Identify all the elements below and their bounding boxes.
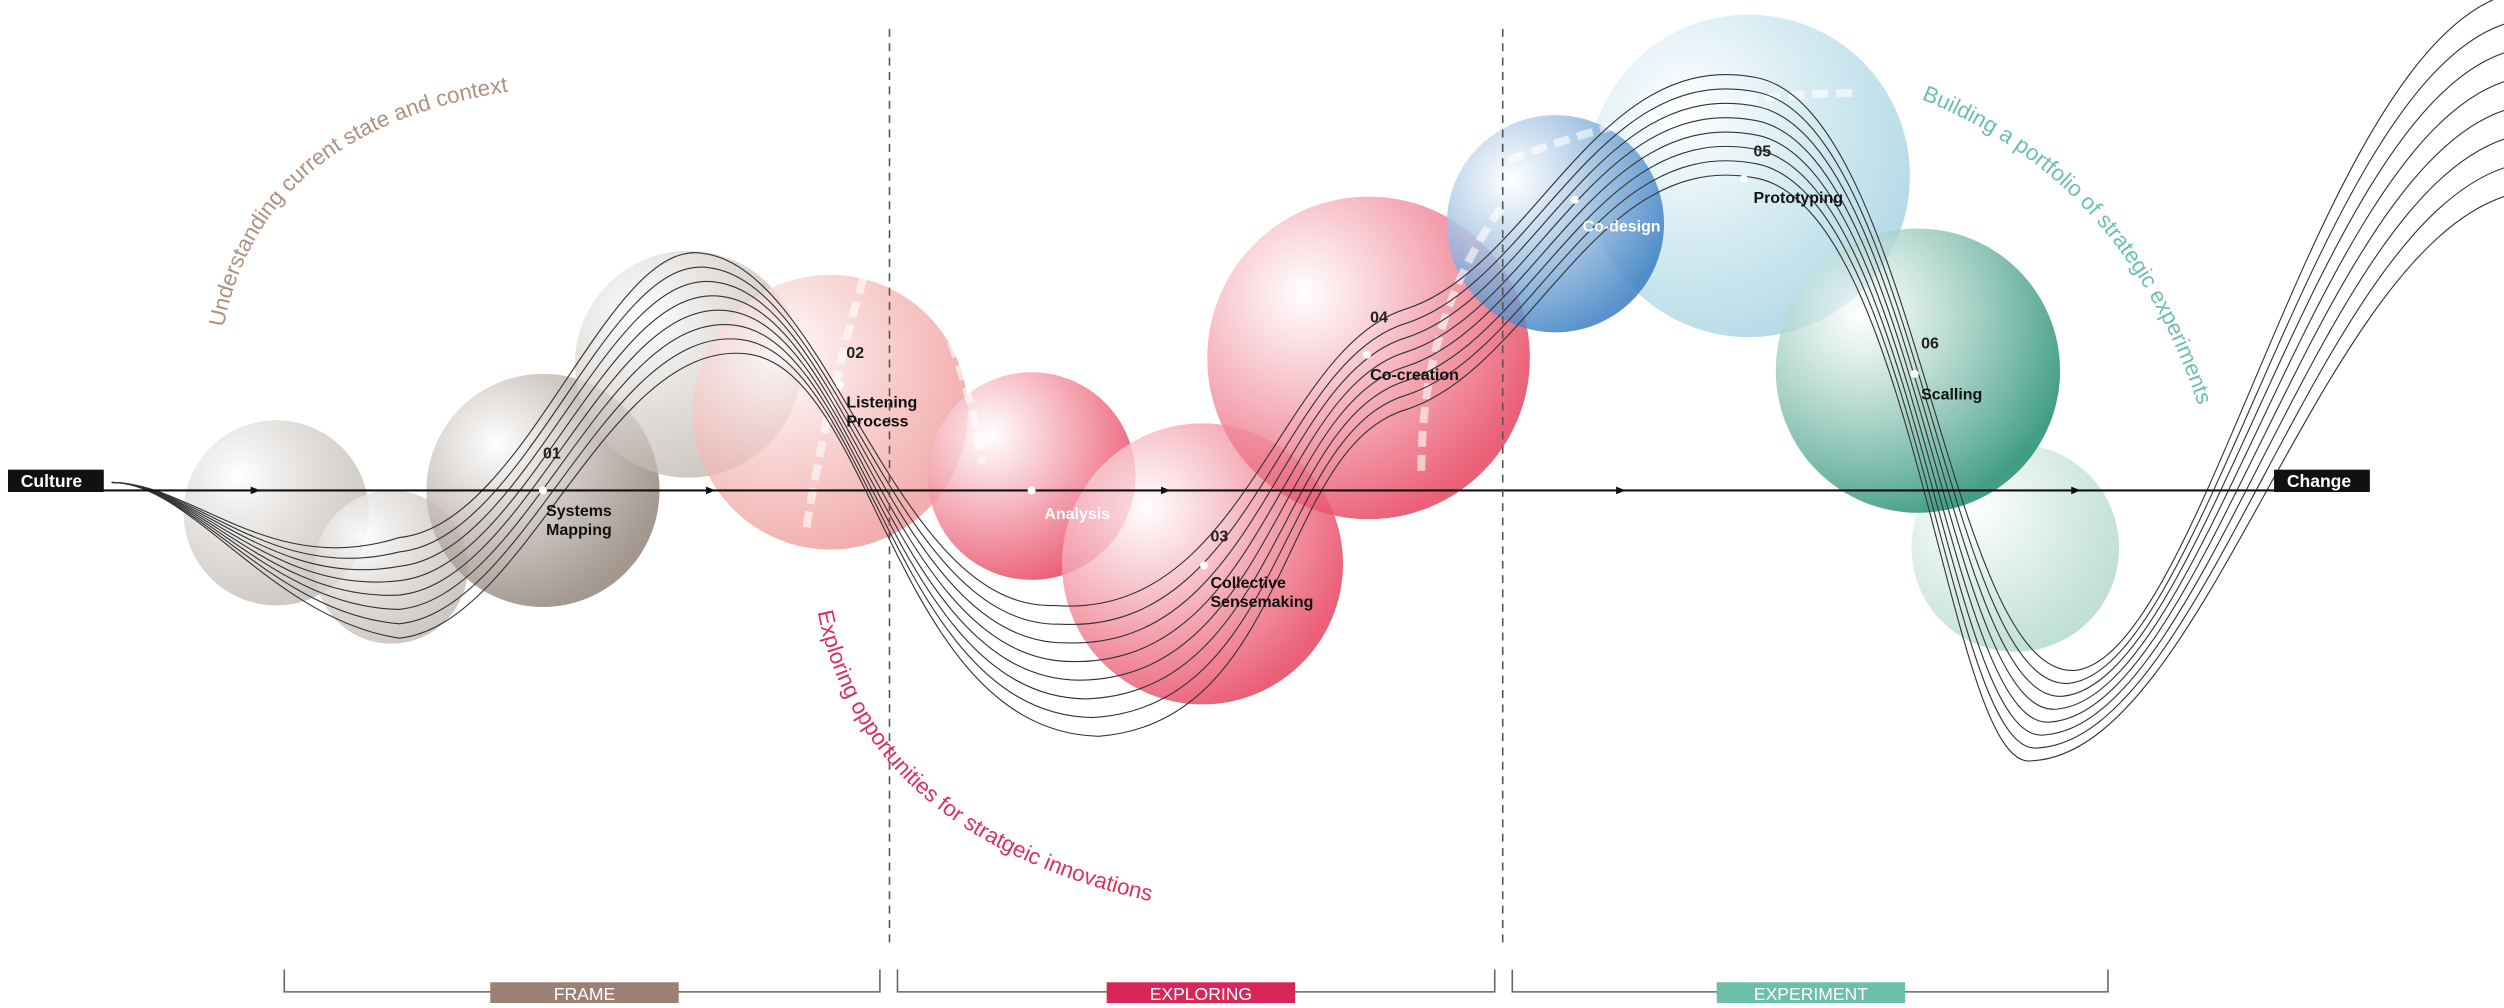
steps: 01 Systems Mapping 02 Listening Process 03 Coll… <box>538 144 1982 611</box>
step-label-line: Listening <box>846 394 917 411</box>
step-dot <box>1362 350 1371 359</box>
sub-step-label: Co-design <box>1583 219 1661 236</box>
bundle-line <box>111 23 2504 684</box>
flow-arrow <box>938 318 987 464</box>
step-label-line: Mapping <box>546 522 612 539</box>
line-bundle <box>111 0 2504 762</box>
step-dot <box>1200 561 1209 570</box>
sub-step-dot <box>1570 195 1579 204</box>
bundle-line <box>111 109 2504 723</box>
sub-step-label: Analysis <box>1044 506 1110 523</box>
step-number: 01 <box>543 445 561 462</box>
step-number: 03 <box>1210 529 1228 546</box>
phase-box <box>1716 982 1906 1004</box>
step-number: 04 <box>1370 310 1388 327</box>
step-dot <box>835 381 844 390</box>
step-label: Collective Sensemaking <box>1210 575 1313 611</box>
arc-label: Understanding current state and context <box>204 72 510 329</box>
flow-arrow <box>1417 205 1505 472</box>
start-box <box>7 469 104 493</box>
phase-label: EXPERIMENT <box>1754 984 1868 1004</box>
step-number: 02 <box>846 345 864 362</box>
start-label: Culture <box>21 471 83 491</box>
step-label-line: Co-creation <box>1370 367 1459 384</box>
step-number: 06 <box>1921 335 1939 352</box>
circle <box>1587 14 1910 338</box>
circles <box>183 14 2120 705</box>
bundle-line <box>111 52 2504 697</box>
step-dot <box>538 486 547 495</box>
step-label: Prototyping <box>1753 190 1843 207</box>
bundle-line <box>111 81 2504 710</box>
step-label-line: Process <box>846 414 908 431</box>
step-label-line: Prototyping <box>1753 190 1843 207</box>
step-label: Co-creation <box>1370 367 1459 384</box>
step-label: Listening Process <box>846 394 917 430</box>
bundle-line <box>111 0 2495 671</box>
step-label: Systems Mapping <box>546 503 612 539</box>
arc-label-text: Understanding current state and context <box>204 72 510 329</box>
step-label-line: Collective <box>1210 575 1285 592</box>
end-label: Change <box>2287 471 2352 491</box>
step-number: 05 <box>1753 144 1771 161</box>
phase-box <box>490 982 679 1004</box>
bundle-line <box>111 174 2504 762</box>
phase-label: EXPLORING <box>1150 984 1252 1004</box>
bundle-line <box>111 160 2504 749</box>
phase-label: FRAME <box>554 984 615 1004</box>
step-label-line: Systems <box>546 503 612 520</box>
step-label: Scalling <box>1921 386 1982 403</box>
sub-step-dot <box>1027 486 1036 495</box>
phase-box <box>1106 982 1296 1004</box>
step-label-line: Sensemaking <box>1210 594 1313 611</box>
end-box <box>2274 469 2370 493</box>
step-label-line: Scalling <box>1921 386 1982 403</box>
step-dot <box>1739 175 1748 184</box>
step-dot <box>1910 369 1919 378</box>
